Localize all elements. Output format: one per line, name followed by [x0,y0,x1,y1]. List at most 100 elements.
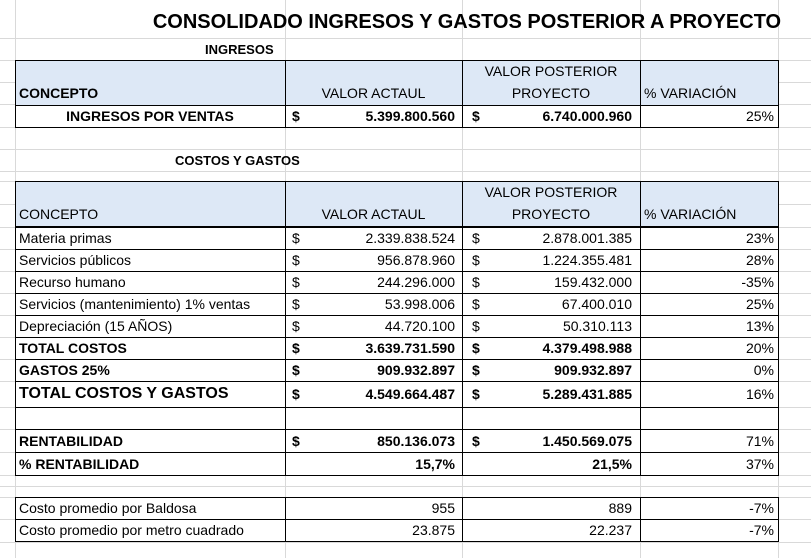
currency: $ [292,340,300,356]
value: 850.136.073 [377,432,455,449]
currency: $ [292,432,300,449]
currency: $ [292,108,300,124]
value: 23.875 [412,522,455,538]
value: 25% [745,296,774,312]
grid-line [0,38,811,39]
row-label: Costo promedio por metro cuadrado [19,522,244,538]
value: 53.998.006 [384,296,455,312]
row-label: TOTAL COSTOS Y GASTOS [19,385,229,402]
value: 20% [745,340,774,356]
row-label: RENTABILIDAD [19,432,123,449]
value: 4.549.664.487 [365,386,455,402]
value: 21,5% [592,455,632,472]
value: 6.740.000.960 [542,108,632,124]
value: 1.224.355.481 [542,252,632,268]
row-label: Servicios (mantenimiento) 1% ventas [19,296,251,312]
value: 0% [753,362,774,378]
currency: $ [472,386,480,402]
value: 159.432.000 [554,274,632,290]
value: 5.289.431.885 [542,386,632,402]
value: 909.932.897 [554,362,632,378]
value: 67.400.010 [561,296,632,312]
currency: $ [292,318,300,334]
value: 4.379.498.988 [542,340,632,356]
column-header: CONCEPTO [19,206,99,222]
currency: $ [292,362,300,378]
currency: $ [472,252,480,268]
cell [640,407,779,430]
value: 244.296.000 [377,274,455,290]
currency: $ [472,318,480,334]
currency: $ [472,230,480,246]
row-label: INGRESOS POR VENTAS [66,108,234,124]
value: -35% [741,274,774,290]
currency: $ [472,274,480,290]
row-label: TOTAL COSTOS [19,340,127,356]
currency: $ [292,296,300,312]
value: 909.932.897 [377,362,455,378]
cell [640,60,779,106]
row-label: Costo promedio por Baldosa [19,500,197,516]
value: 50.310.113 [562,318,632,334]
cell [15,407,286,430]
cell [285,407,463,430]
column-header: VALOR ACTAUL [321,206,426,222]
value: 955 [431,500,455,516]
value: 37% [745,455,774,472]
column-header: % VARIACIÓN [644,206,737,222]
value: 956.878.960 [377,252,455,268]
row-label: % RENTABILIDAD [19,455,140,472]
cell [462,181,641,227]
value: 2.339.838.524 [365,230,455,246]
cell [15,181,286,227]
currency: $ [472,108,480,124]
value: 28% [745,252,774,268]
currency: $ [472,340,480,356]
row-label: Servicios públicos [19,252,132,268]
cell [640,181,779,227]
value: -7% [749,500,774,516]
section-label: COSTOS Y GASTOS [175,153,300,168]
value: -7% [749,522,774,538]
column-header: % VARIACIÓN [644,85,737,101]
currency: $ [472,362,480,378]
value: 23% [745,230,774,246]
value: 22.237 [589,522,632,538]
grid-line [0,542,811,543]
column-header: CONCEPTO [19,85,99,101]
cell [462,60,641,106]
row-label: Materia primas [19,230,112,246]
section-label: INGRESOS [205,42,274,57]
value: 1.450.569.075 [542,432,632,449]
row-label: Recurso humano [19,274,126,290]
cell [640,452,779,476]
column-header: VALOR POSTERIOR [484,63,618,79]
value: 889 [608,500,632,516]
value: 44.720.100 [384,318,455,334]
row-label: Depreciación (15 AÑOS) [19,318,173,334]
currency: $ [472,296,480,312]
cell [15,60,286,106]
currency: $ [292,386,300,402]
cell [640,105,779,128]
column-header: PROYECTO [511,206,591,222]
value: 15,7% [415,455,455,472]
value: 5.399.800.560 [365,108,455,124]
value: 71% [745,432,774,449]
value: 13% [745,318,774,334]
value: 25% [745,108,774,124]
cell [285,181,463,227]
title: CONSOLIDADO INGRESOS Y GASTOS POSTERIOR … [152,11,782,33]
grid-line [0,171,811,172]
currency: $ [292,274,300,290]
value: 16% [745,386,774,402]
value: 2.878.001.385 [542,230,632,246]
column-header: VALOR ACTAUL [321,85,426,101]
row-label: GASTOS 25% [19,362,110,378]
currency: $ [472,432,480,449]
cell [462,407,641,430]
currency: $ [292,230,300,246]
grid-line [0,486,811,487]
grid-line [0,149,811,150]
